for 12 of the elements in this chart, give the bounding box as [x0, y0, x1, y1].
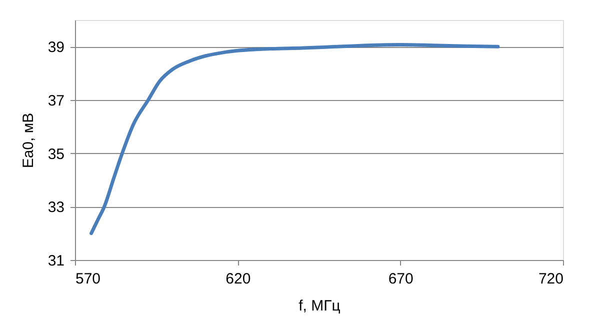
x-tick-label: 620 [226, 270, 251, 288]
x-tick-label: 720 [538, 270, 564, 288]
y-axis-title: Ea0, мВ [20, 112, 37, 168]
y-tick-label: 39 [48, 39, 64, 56]
y-tick-label: 37 [48, 92, 64, 110]
x-axis-title: f, МГц [298, 298, 341, 314]
y-tick-label: 35 [48, 146, 64, 163]
x-tick-label: 670 [388, 270, 414, 288]
x-tick-label: 570 [76, 270, 101, 288]
y-tick-label: 31 [48, 252, 64, 270]
line-series [90, 43, 500, 236]
y-tick-label: 33 [48, 199, 64, 216]
